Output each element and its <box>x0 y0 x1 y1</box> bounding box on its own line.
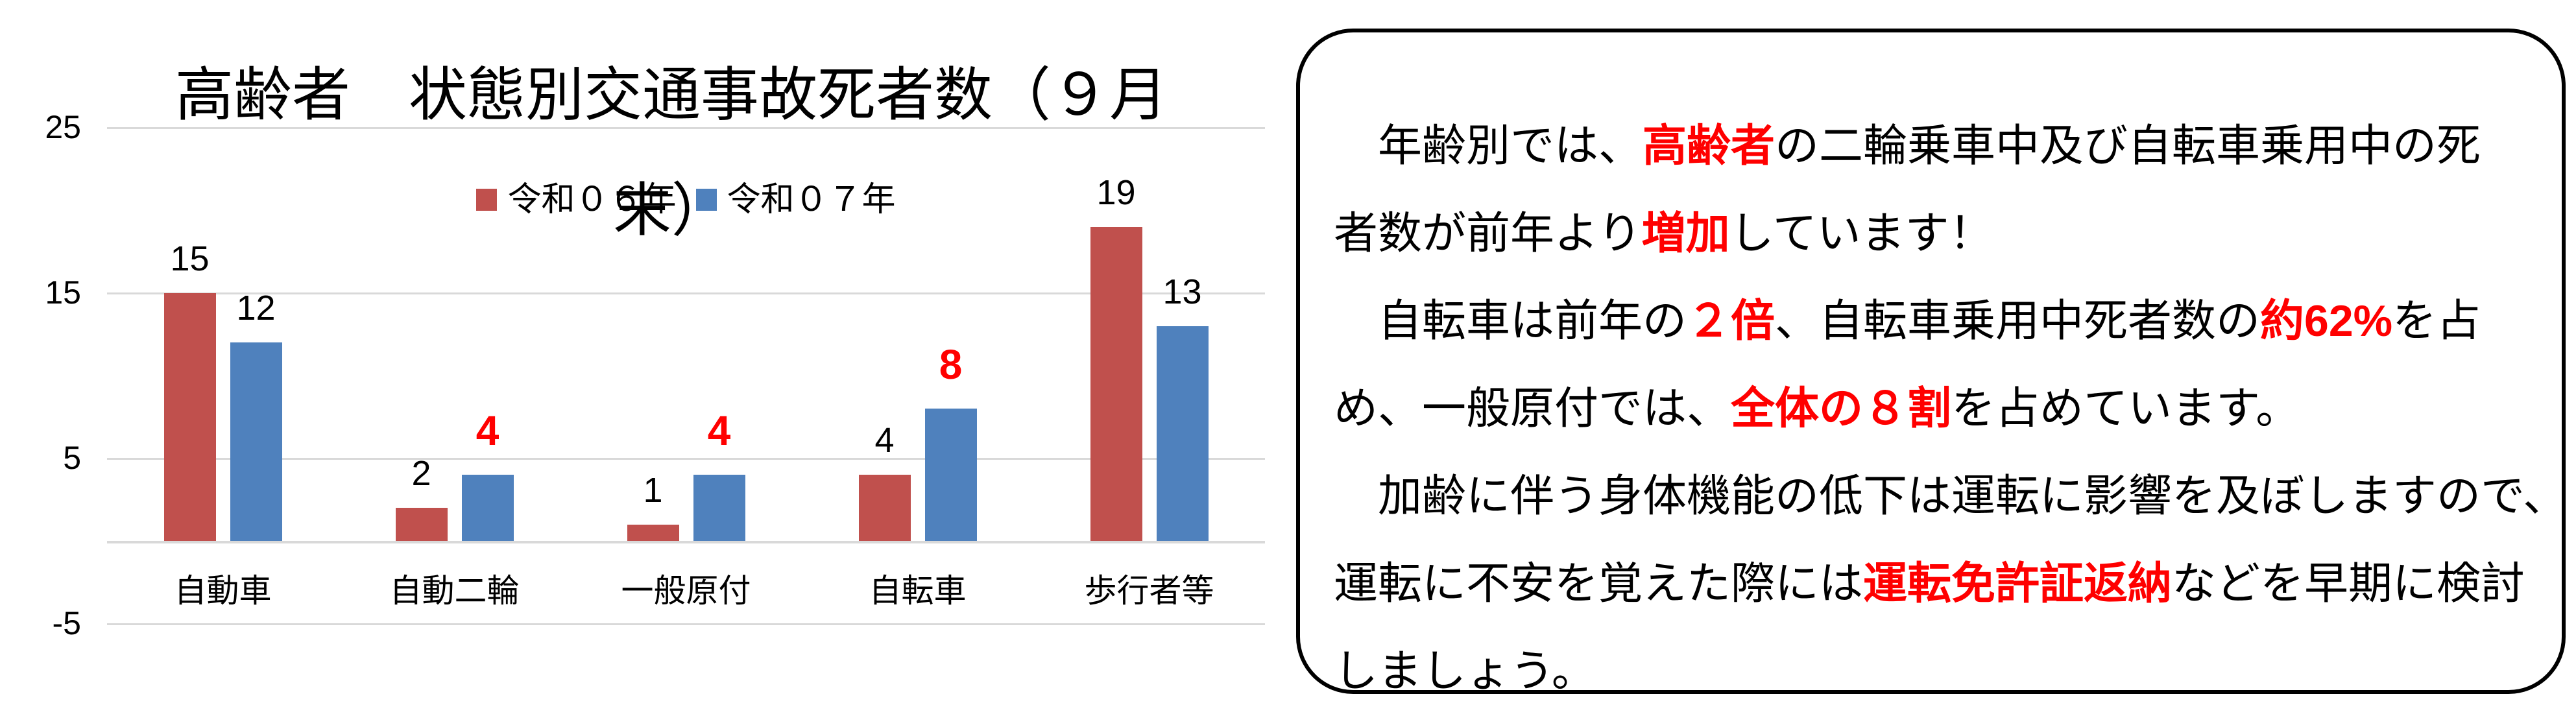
text-segment: 運転に不安を覚えた際には <box>1334 559 1864 608</box>
gridline <box>107 127 1265 129</box>
bar-value-label: 4 <box>475 407 500 454</box>
infobox: 年齢別では、高齢者の二輪乗車中及び自転車乗用中の死 者数が前年より増加しています！… <box>1296 29 2567 696</box>
infobox-line: しましょう。 <box>1334 628 2542 715</box>
bar-令和０７年-一般原付: 4 <box>693 410 745 541</box>
bar-value-label: 2 <box>411 454 431 493</box>
category-axis: 自動車 自動二輪 一般原付 自転車 歩行者等 <box>107 571 1265 611</box>
highlight-text: 約62% <box>2260 296 2393 346</box>
bar-令和０７年-自動車: 12 <box>230 291 282 541</box>
bar-令和０６年-歩行者等: 19 <box>1090 175 1142 541</box>
text-segment: 年齢別では、 <box>1334 121 1643 171</box>
bar-value-label: 4 <box>707 407 731 454</box>
text-segment: しましょう。 <box>1334 647 1596 696</box>
legend-label-r07: 令和０７年 <box>727 181 896 219</box>
bar-value-label: 8 <box>939 341 963 388</box>
bar-令和０６年-一般原付: 1 <box>627 473 679 541</box>
bar-value-label: 4 <box>874 421 895 460</box>
y-tick-label: 5 <box>63 440 81 476</box>
category-label: 自動二輪 <box>389 573 520 609</box>
bar-value-label: 15 <box>170 239 210 278</box>
infobox-line: 運転に不安を覚えた際には運転免許証返納などを早期に検討 <box>1334 540 2542 628</box>
legend-swatch-r07 <box>695 189 717 211</box>
text-segment: め、一般原付では、 <box>1334 384 1731 433</box>
bar-令和０６年-自動二輪: 2 <box>395 456 448 541</box>
highlight-text: ２倍 <box>1687 296 1776 346</box>
text-segment: を占 <box>2392 296 2481 346</box>
plot-area: 15 12 2 4 1 4 4 8 19 13 <box>107 127 1265 625</box>
infobox-line: 加齢に伴う身体機能の低下は運転に影響を及ぼしますので、 <box>1334 453 2567 540</box>
highlight-text: 全体の８割 <box>1731 384 1952 433</box>
gridline <box>107 458 1265 460</box>
bar-value-label: 13 <box>1162 272 1202 311</box>
bar-令和０７年-自転車: 8 <box>924 344 977 541</box>
infobox-line: 者数が前年より増加しています！ <box>1334 190 2542 278</box>
category-label: 歩行者等 <box>1084 573 1214 609</box>
bar-value-label: 1 <box>643 470 663 510</box>
highlight-text: 高齢者 <box>1643 121 1776 171</box>
infobox-line: 自転車は前年の２倍、自転車乗用中死者数の約62%を占 <box>1334 278 2542 365</box>
fatalities-bar-chart: 高齢者 状態別交通事故死者数（９月 末） 令和０６年 令和０７年 15 12 2 4 1… <box>45 63 1265 641</box>
text-segment: の二輪乗車中及び自転車乗用中の死 <box>1775 121 2481 171</box>
legend-swatch-r06 <box>476 189 498 211</box>
text-segment: 自転車は前年の <box>1334 296 1687 346</box>
bar-group-歩行者等: 19 13 <box>1033 127 1265 541</box>
text-segment: 、自転車乗用中死者数の <box>1775 296 2261 346</box>
y-tick-label: 25 <box>45 109 81 145</box>
y-tick-label: -5 <box>52 605 81 641</box>
legend: 令和０６年 令和０７年 <box>107 183 1265 217</box>
bar-group-自動車: 15 12 <box>107 127 339 541</box>
bar-value-label: 19 <box>1096 173 1136 212</box>
bar-令和０６年-自転車: 4 <box>858 423 911 541</box>
text-segment: 加齢に伴う身体機能の低下は運転に影響を及ぼしますので、 <box>1334 471 2568 521</box>
text-segment: を占めています。 <box>1951 384 2300 433</box>
x-axis-baseline <box>107 540 1265 543</box>
chart-title: 高齢者 状態別交通事故死者数（９月 末） <box>175 63 1168 243</box>
bar-令和０６年-自動車: 15 <box>163 241 216 541</box>
category-label: 自動車 <box>174 573 272 609</box>
y-tick-label: 15 <box>45 274 81 311</box>
highlight-text: 増加 <box>1641 209 1730 258</box>
infobox-line: め、一般原付では、全体の８割を占めています。 <box>1334 365 2542 453</box>
infobox-line: 年齢別では、高齢者の二輪乗車中及び自転車乗用中の死 <box>1334 102 2542 190</box>
legend-item-r07: 令和０７年 <box>695 181 896 219</box>
bar-value-label: 12 <box>236 289 276 328</box>
gridline <box>107 292 1265 294</box>
highlight-text: 運転免許証返納 <box>1863 559 2173 608</box>
bar-令和０７年-自動二輪: 4 <box>461 410 514 541</box>
legend-label-r06: 令和０６年 <box>507 181 677 219</box>
text-segment: 者数が前年より <box>1334 209 1642 258</box>
legend-item-r06: 令和０６年 <box>476 181 677 219</box>
category-label: 一般原付 <box>621 573 751 609</box>
bars-row: 15 12 2 4 1 4 4 8 19 13 <box>107 127 1265 541</box>
bar-令和０７年-歩行者等: 13 <box>1156 274 1209 541</box>
category-label: 自転車 <box>869 573 967 609</box>
text-segment: しています！ <box>1729 209 1993 258</box>
gridline <box>107 623 1265 625</box>
text-segment: などを早期に検討 <box>2172 559 2525 608</box>
